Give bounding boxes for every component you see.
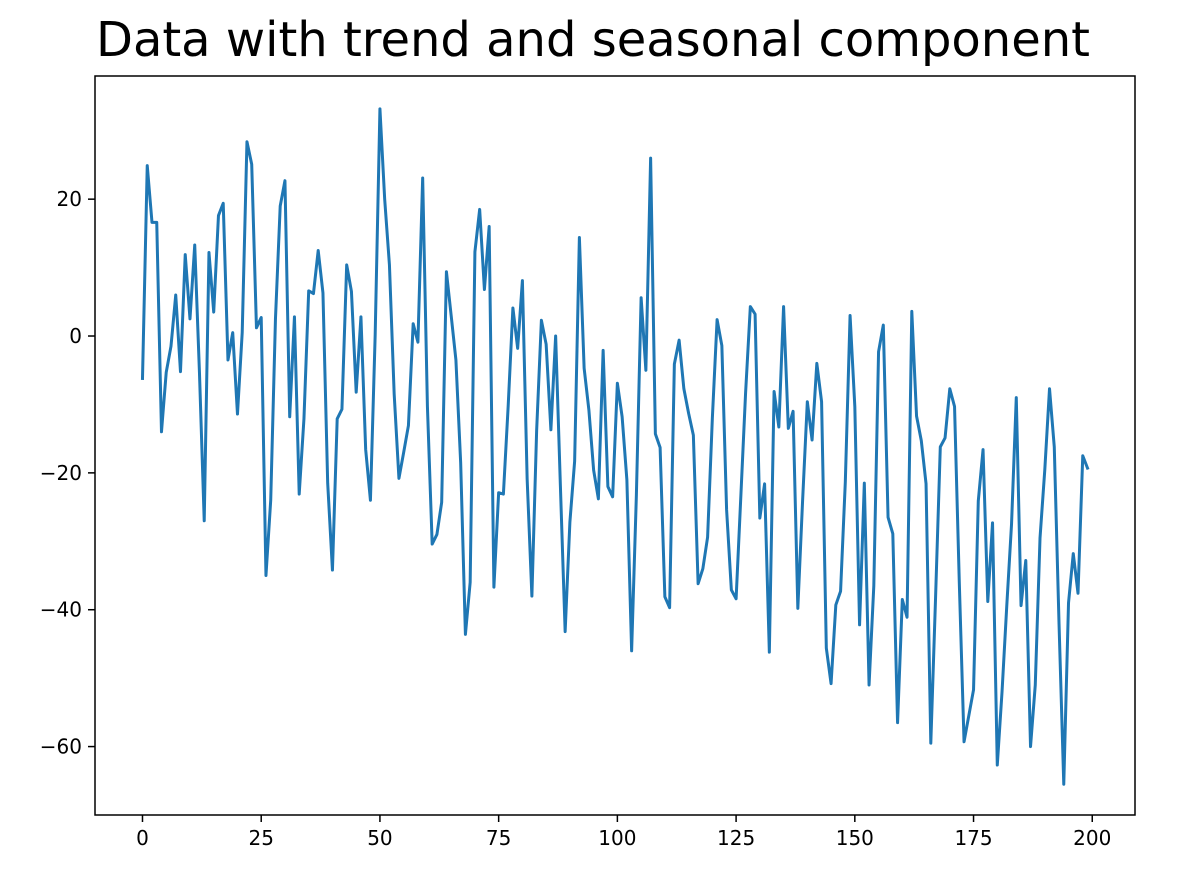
x-tick-label: 150 xyxy=(836,826,874,850)
y-tick-label: 0 xyxy=(69,324,82,348)
y-tick-label: 20 xyxy=(57,187,82,211)
x-tick-label: 100 xyxy=(598,826,636,850)
y-axis: −60 −40 −20 0 20 xyxy=(40,187,95,759)
x-tick-label: 0 xyxy=(136,826,149,850)
series-line-0 xyxy=(140,107,1090,786)
x-tick-label: 50 xyxy=(367,826,392,850)
x-tick-label: 125 xyxy=(717,826,755,850)
y-tick-label: −60 xyxy=(40,735,82,759)
x-tick-label: 25 xyxy=(248,826,273,850)
x-axis: 0 25 50 75 100 125 150 175 200 xyxy=(136,815,1111,850)
x-tick-label: 200 xyxy=(1073,826,1111,850)
x-tick-label: 75 xyxy=(486,826,511,850)
y-tick-label: −40 xyxy=(40,598,82,622)
axes-frame xyxy=(94,75,1136,816)
chart-title: Data with trend and seasonal component xyxy=(95,12,1090,68)
y-tick-label: −20 xyxy=(40,461,82,485)
x-tick-label: 175 xyxy=(954,826,992,850)
plot-area xyxy=(140,107,1090,786)
